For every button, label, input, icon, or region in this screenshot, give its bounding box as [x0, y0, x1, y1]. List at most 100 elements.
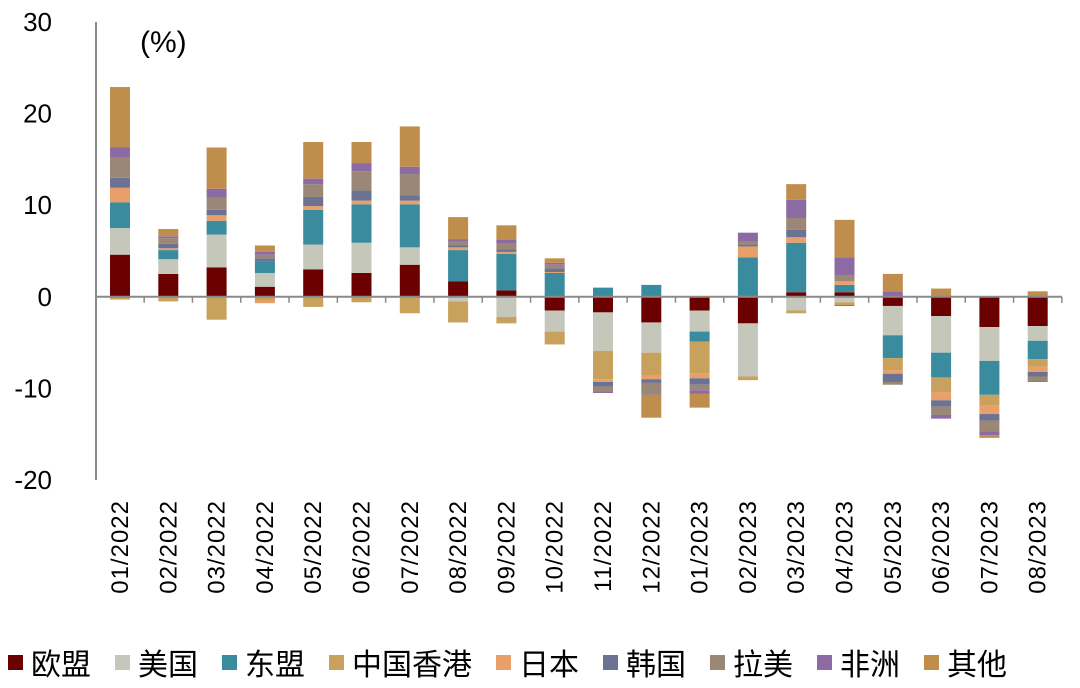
- bar-segment: [206, 209, 227, 216]
- bar-segment: [834, 302, 855, 306]
- bar-segment: [689, 393, 710, 408]
- x-tick-label: 03/2023: [783, 500, 810, 594]
- bar-segment: [544, 262, 565, 265]
- bar-segment: [254, 286, 275, 297]
- bar-segment: [834, 257, 855, 276]
- bar-segment: [399, 195, 420, 201]
- bar-segment: [689, 331, 710, 342]
- bar-segment: [254, 251, 275, 255]
- legend-label: 美国: [138, 648, 198, 683]
- legend-swatch: [8, 654, 23, 670]
- bar-segment: [206, 234, 227, 268]
- bar-segment: [593, 350, 613, 380]
- bar-segment: [1027, 359, 1048, 367]
- bar-segment: [110, 228, 130, 255]
- legend-item: 其他: [924, 640, 1007, 684]
- x-tick-label: 02/2022: [155, 500, 182, 594]
- bar-segment: [158, 250, 179, 260]
- bar-segment: [303, 196, 324, 207]
- bar-segment: [1027, 381, 1048, 382]
- bar-segment: [641, 375, 662, 380]
- x-tick-label: 04/2022: [252, 500, 279, 594]
- bar-segment: [689, 296, 710, 311]
- bar-segment: [882, 358, 903, 371]
- legend-swatch: [329, 654, 344, 670]
- bar-segment: [351, 163, 372, 172]
- y-tick-label: 0: [38, 282, 52, 312]
- legend-swatch: [603, 654, 618, 670]
- bar-segment: [448, 241, 469, 246]
- bar-segment: [641, 284, 662, 297]
- bar-segment: [979, 394, 1000, 406]
- bar-segment: [834, 284, 855, 293]
- y-tick-label: 20: [23, 99, 52, 129]
- legend-swatch: [115, 654, 130, 670]
- bar-segment: [254, 296, 275, 301]
- bar-segment: [206, 267, 227, 297]
- legend-item: 美国: [115, 640, 198, 684]
- bar-segment: [979, 420, 1000, 432]
- x-tick-label: 08/2023: [1025, 500, 1052, 594]
- bar-segment: [448, 239, 469, 242]
- bar-segment: [399, 247, 420, 265]
- bar-segment: [1027, 340, 1048, 360]
- bar-segment: [593, 312, 613, 351]
- bar-segment: [689, 373, 710, 379]
- bar-segment: [303, 209, 324, 245]
- bar-segment: [931, 288, 952, 297]
- bar-segment: [979, 327, 1000, 361]
- x-tick-label: 01/2023: [687, 500, 714, 594]
- bar-segment: [641, 379, 662, 383]
- bar-segment: [158, 238, 179, 244]
- bar-segment: [593, 379, 613, 382]
- bar-segment: [641, 352, 662, 376]
- bar-segment: [206, 220, 227, 235]
- bar-segment: [786, 237, 807, 243]
- bar-segment: [158, 273, 179, 297]
- legend-item: 拉美: [710, 640, 793, 684]
- bar-segment: [206, 197, 227, 210]
- y-tick-label: 10: [23, 190, 52, 220]
- bar-segment: [110, 157, 130, 178]
- bar-segment: [206, 296, 227, 320]
- bar-segment: [254, 254, 275, 259]
- bar-segment: [931, 352, 952, 378]
- bar-segment: [834, 219, 855, 258]
- bar-segment: [979, 414, 1000, 421]
- bar-segment: [544, 310, 565, 332]
- bar-segment: [737, 257, 758, 297]
- x-tick-label: 05/2023: [880, 500, 907, 594]
- bar-segment: [593, 381, 613, 387]
- bar-segment: [979, 435, 1000, 438]
- bar-segment: [110, 187, 130, 203]
- bar-segment: [834, 305, 855, 306]
- bar-segment: [641, 395, 662, 418]
- bar-segment: [206, 188, 227, 198]
- bar-segment: [979, 431, 1000, 436]
- legend-swatch: [817, 654, 832, 670]
- x-tick-label: 06/2022: [349, 500, 376, 594]
- bar-segment: [1027, 366, 1048, 372]
- bar-segment: [544, 272, 565, 297]
- x-tick-label: 03/2022: [204, 500, 231, 594]
- bar-segment: [931, 296, 952, 317]
- legend-label: 拉美: [733, 648, 793, 683]
- bar-segment: [303, 178, 324, 185]
- legend-item: 中国香港: [329, 640, 472, 684]
- bar-segment: [834, 292, 855, 297]
- bar-segment: [834, 275, 855, 282]
- x-tick-label: 07/2023: [976, 500, 1003, 594]
- bar-segment: [979, 405, 1000, 415]
- bar-segment: [737, 246, 758, 258]
- legend-item: 非洲: [817, 640, 900, 684]
- x-tick-label: 10/2022: [542, 500, 569, 594]
- bar-segment: [737, 232, 758, 242]
- bar-segment: [351, 171, 372, 191]
- x-axis: 01/2022 02/2022 03/2022 04/2022 05/2022 06/20…: [95, 295, 1063, 594]
- unit-label: (%): [140, 26, 187, 59]
- x-tick-label: 09/2022: [493, 500, 520, 594]
- bar-segment: [1027, 291, 1048, 297]
- bar-segment: [931, 316, 952, 353]
- bar-segment: [737, 296, 758, 324]
- bar-segment: [496, 243, 517, 250]
